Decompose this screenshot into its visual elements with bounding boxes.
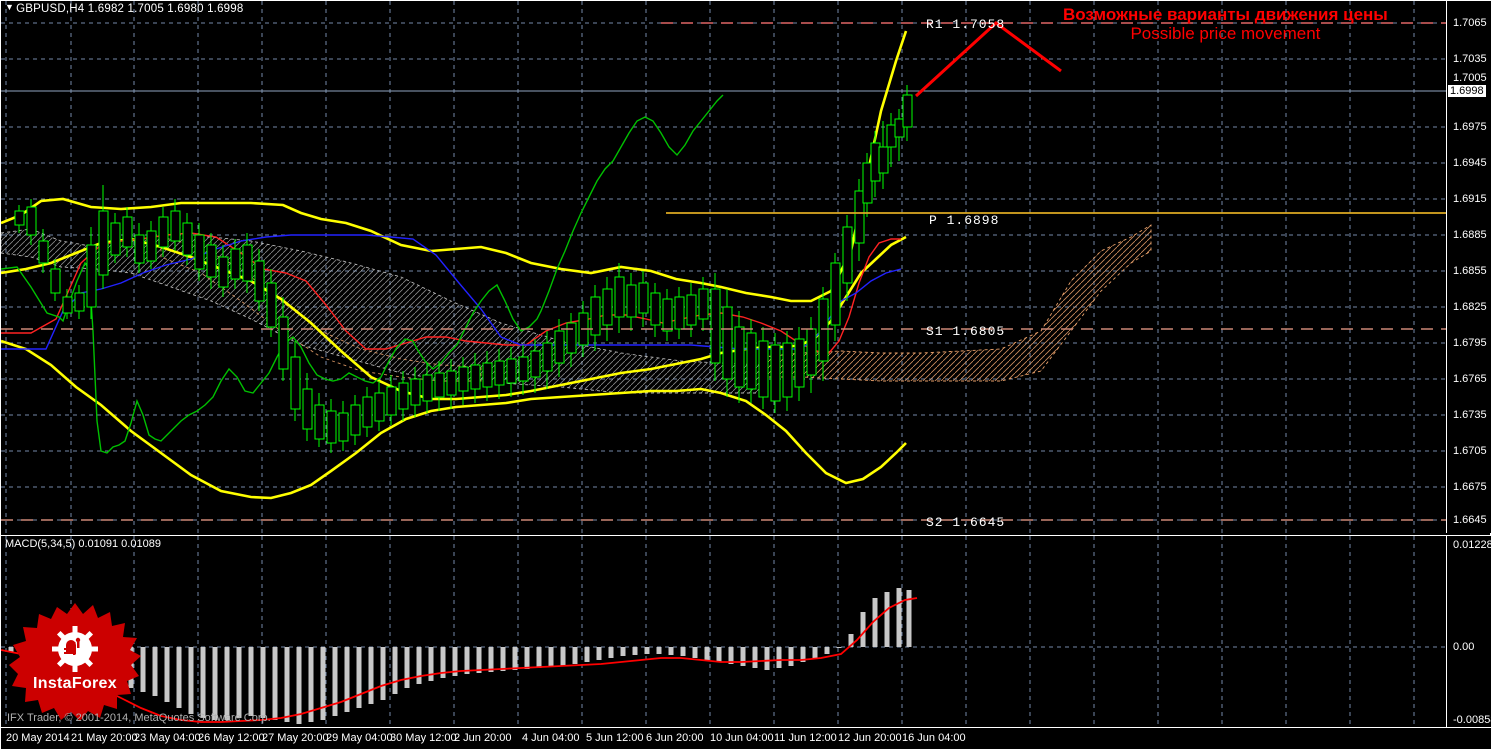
price-chart-pane[interactable]: R1 1.7058 P 1.6898 S1 1.6805 S2 1.6645 ▼… xyxy=(1,1,1491,533)
time-tick: 16 Jun 04:00 xyxy=(902,732,966,744)
ichimoku-chikou xyxy=(1,94,724,454)
price-tick: 1.6675 xyxy=(1453,481,1487,493)
time-tick: 4 Jun 04:00 xyxy=(522,732,580,744)
macd-indicator-label: MACD(5,34,5) 0.01091 0.01089 xyxy=(5,538,161,550)
price-tick: 1.6705 xyxy=(1453,445,1487,457)
time-axis[interactable]: 20 May 2014 21 May 20:00 23 May 04:00 26… xyxy=(1,728,1491,749)
price-tick: 1.7035 xyxy=(1453,53,1487,65)
pivot-label-s2: S2 1.6645 xyxy=(926,515,1006,530)
copyright-text: IFX Trader, © 2001-2014, MetaQuotes Soft… xyxy=(7,712,271,724)
price-tick: 1.7005 xyxy=(1453,72,1487,84)
price-chart-canvas[interactable] xyxy=(1,1,1446,533)
time-tick: 23 May 04:00 xyxy=(134,732,201,744)
instaforex-watermark: InstaForex xyxy=(9,601,141,723)
pivot-label-p: P 1.6898 xyxy=(929,213,1000,228)
price-tick: 1.6645 xyxy=(1453,514,1487,526)
time-tick: 5 Jun 12:00 xyxy=(586,732,644,744)
macd-indicator-pane[interactable]: MACD(5,34,5) 0.01091 0.01089 0.01228 0.0… xyxy=(1,535,1491,728)
time-tick: 12 Jun 20:00 xyxy=(838,732,902,744)
price-tick: 1.6765 xyxy=(1453,373,1487,385)
macd-tick: 0.01228 xyxy=(1453,539,1491,551)
chart-header: ▼ GBPUSD,H4 1.6982 1.7005 1.6980 1.6998 xyxy=(5,2,243,15)
symbol-timeframe-ohlc: GBPUSD,H4 1.6982 1.7005 1.6980 1.6998 xyxy=(16,3,244,15)
price-tick: 1.6915 xyxy=(1453,193,1487,205)
collapse-icon[interactable]: ▼ xyxy=(5,2,15,12)
pivot-lines xyxy=(1,22,1446,521)
price-tick: 1.6735 xyxy=(1453,409,1487,421)
gear-brain-icon xyxy=(52,626,98,672)
price-axis[interactable]: 1.7065 1.7035 1.7005 1.6975 1.6945 1.691… xyxy=(1446,1,1491,533)
bollinger-upper xyxy=(1,30,908,303)
macd-grid xyxy=(1,536,1446,727)
pivot-label-r1: R1 1.7058 xyxy=(926,17,1006,32)
time-tick: 10 Jun 04:00 xyxy=(710,732,774,744)
time-tick: 27 May 20:00 xyxy=(262,732,329,744)
current-price-tag: 1.6998 xyxy=(1448,85,1486,97)
ichimoku-kumo-future xyxy=(160,224,1152,382)
price-tick: 1.7065 xyxy=(1453,17,1487,29)
time-tick: 30 May 12:00 xyxy=(390,732,457,744)
pivot-label-s1: S1 1.6805 xyxy=(926,324,1006,339)
macd-axis[interactable]: 0.01228 0.00 -0.00858 xyxy=(1446,536,1491,727)
macd-canvas[interactable] xyxy=(1,536,1446,727)
macd-histogram xyxy=(8,588,912,724)
price-tick: 1.6945 xyxy=(1453,157,1487,169)
annotation-line-ru: Возможные варианты движения цены xyxy=(1063,5,1388,24)
price-movement-annotation: Возможные варианты движения цены Possibl… xyxy=(1063,5,1388,43)
time-tick: 2 Jun 20:00 xyxy=(454,732,512,744)
time-tick: 6 Jun 20:00 xyxy=(646,732,704,744)
watermark-brand-text: InstaForex xyxy=(33,675,117,692)
time-tick: 29 May 04:00 xyxy=(326,732,393,744)
price-tick: 1.6825 xyxy=(1453,301,1487,313)
time-tick: 20 May 2014 xyxy=(6,732,70,744)
bollinger-lower xyxy=(1,339,907,500)
price-tick: 1.6795 xyxy=(1453,337,1487,349)
candlestick-series xyxy=(14,85,913,453)
instaforex-badge xyxy=(9,603,141,721)
price-tick: 1.6975 xyxy=(1453,121,1487,133)
time-tick: 26 May 12:00 xyxy=(198,732,265,744)
macd-signal-line xyxy=(1,597,918,723)
macd-tick: 0.00 xyxy=(1453,641,1475,653)
price-tick: 1.6885 xyxy=(1453,229,1487,241)
annotation-line-en: Possible price movement xyxy=(1130,24,1321,43)
time-tick: 11 Jun 12:00 xyxy=(774,732,837,744)
price-projection-arrow xyxy=(914,21,1062,98)
macd-tick: -0.00858 xyxy=(1453,714,1491,726)
price-tick: 1.6855 xyxy=(1453,265,1487,277)
time-tick: 21 May 20:00 xyxy=(71,732,138,744)
